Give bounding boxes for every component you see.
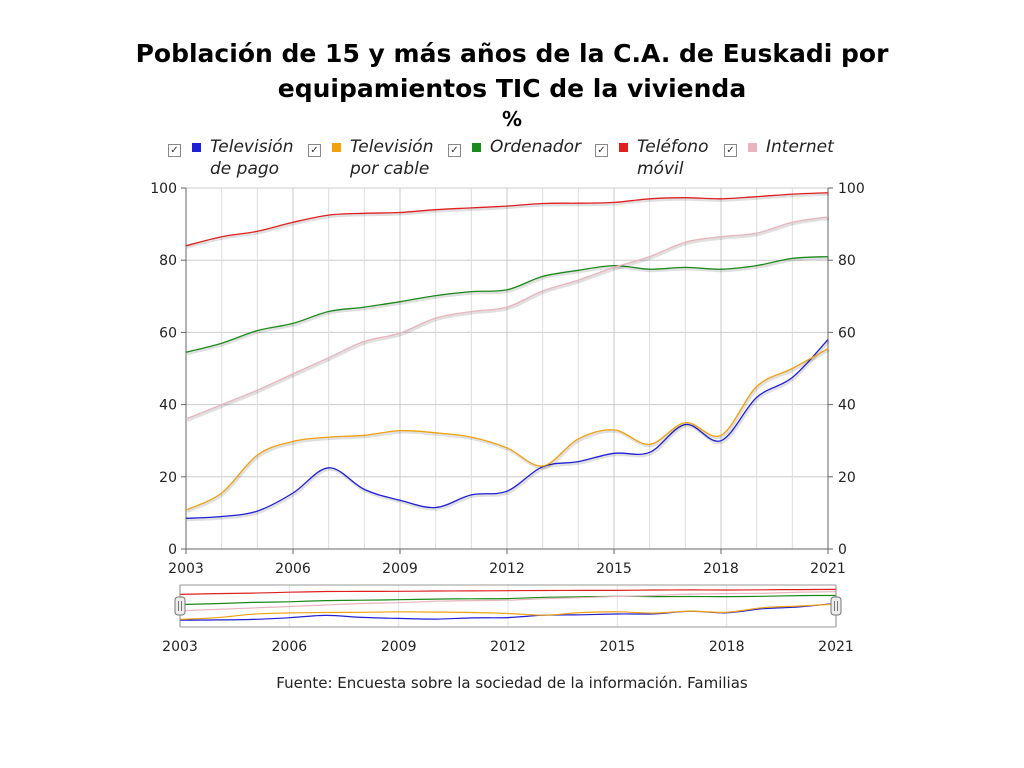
x-tick-label: 2012: [489, 561, 525, 577]
navigator-series-4: [179, 588, 837, 595]
legend-swatch: [332, 143, 341, 152]
legend: ✓ Televisión de pago ✓ Televisión por cable…: [0, 136, 1024, 182]
legend-label: Internet: [766, 137, 834, 157]
chart-title-line-2: equipamientos TIC de la vivienda: [277, 74, 747, 103]
series-line-2: [185, 348, 829, 511]
series-shadow-4: [186, 192, 830, 249]
checkbox-checked-icon[interactable]: ✓: [308, 144, 321, 157]
legend-label: Teléfono móvil: [637, 137, 709, 179]
y-tick-label-right: 100: [838, 181, 865, 197]
x-tick-label: 2006: [275, 561, 311, 577]
navigator-grip-icon: [174, 596, 186, 616]
navigator-handle-right[interactable]: [830, 585, 842, 627]
source-note: Fuente: Encuesta sobre la sociedad de la…: [276, 674, 748, 692]
x-tick-label: 2003: [168, 561, 204, 577]
checkbox-checked-icon[interactable]: ✓: [595, 144, 608, 157]
series-lines: [185, 192, 831, 522]
series-shadow-2: [186, 348, 830, 513]
y-tick-label: 40: [159, 398, 177, 414]
navigator-x-label: 2015: [600, 639, 636, 655]
y-tick-label-right: 20: [838, 470, 856, 486]
navigator-x-label: 2012: [490, 639, 526, 655]
y-tick-label: 20: [159, 470, 177, 486]
grid: 0 0 20 20 40 40 60 60 80 80 100 100 2003 2006 2009 2012…: [150, 181, 864, 577]
legend-swatch: [192, 143, 201, 152]
legend-swatch: [619, 143, 628, 152]
legend-label: Televisión de pago: [210, 137, 294, 179]
navigator-series-5: [179, 591, 837, 612]
series-shadow-5: [186, 216, 830, 422]
navigator-x-label: 2009: [381, 639, 417, 655]
series-line-3: [185, 255, 829, 353]
legend-swatch: [748, 143, 757, 152]
navigator-series-2: [179, 603, 837, 620]
chart-title-line-1: Población de 15 y más años de la C.A. de…: [135, 39, 889, 68]
x-tick-label: 2015: [596, 561, 632, 577]
series-line-5: [185, 216, 829, 420]
navigator-x-label: 2006: [272, 639, 308, 655]
x-tick-label: 2018: [703, 561, 739, 577]
navigator-series-3: [179, 594, 837, 606]
y-tick-label: 0: [168, 542, 177, 558]
series-shadow-1: [186, 340, 831, 522]
navigator-x-label: 2018: [709, 639, 745, 655]
series-line-1: [185, 339, 829, 519]
y-tick-label-right: 80: [838, 253, 856, 269]
series-shadow-3: [186, 256, 830, 356]
y-tick-label-right: 0: [838, 542, 847, 558]
navigator-x-label: 2021: [818, 639, 854, 655]
y-tick-label: 80: [159, 253, 177, 269]
y-tick-label: 60: [159, 325, 177, 341]
chart-title: Población de 15 y más años de la C.A. de…: [0, 36, 1024, 106]
chart-unit-label: %: [501, 107, 523, 131]
series-line-4: [185, 192, 829, 247]
navigator-grip-icon: [830, 596, 842, 616]
checkbox-checked-icon[interactable]: ✓: [448, 144, 461, 157]
navigator-x-label: 2003: [162, 639, 198, 655]
y-tick-label-right: 40: [838, 398, 856, 414]
range-navigator: 2003 2006 2009 2012 2015 2018 2021: [162, 584, 854, 655]
x-tick-label: 2021: [810, 561, 846, 577]
navigator-handle-left[interactable]: [174, 585, 186, 627]
checkbox-checked-icon[interactable]: ✓: [168, 144, 181, 157]
legend-label: Televisión por cable: [350, 137, 434, 179]
checkbox-checked-icon[interactable]: ✓: [724, 144, 737, 157]
y-tick-label-right: 60: [838, 325, 856, 341]
legend-label: Ordenador: [490, 137, 581, 157]
x-tick-label: 2009: [382, 561, 418, 577]
legend-swatch: [472, 143, 481, 152]
chart-svg: 0 0 20 20 40 40 60 60 80 80 100 100 2003 2006 2009 2012…: [150, 181, 864, 655]
y-tick-label: 100: [150, 181, 177, 197]
